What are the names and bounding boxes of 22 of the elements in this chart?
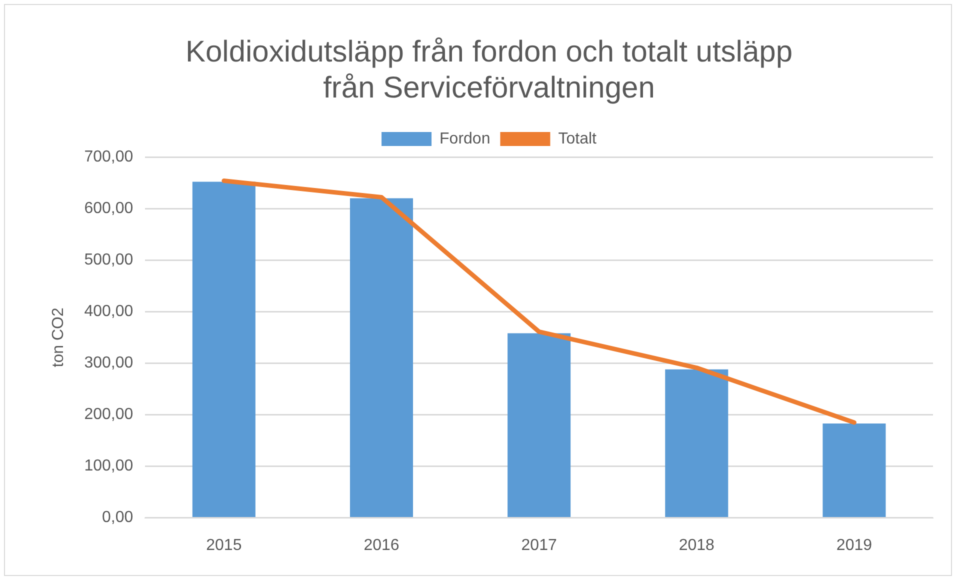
- y-axis-title: ton CO2: [50, 308, 68, 368]
- x-tick-label: 2016: [364, 536, 400, 554]
- y-tick-label: 700,00: [84, 148, 134, 166]
- x-tick-label: 2019: [836, 536, 872, 554]
- bar: [822, 423, 886, 518]
- x-tick-label: 2018: [678, 536, 715, 554]
- x-tick-label: 2015: [206, 536, 242, 554]
- legend-label: Fordon: [440, 130, 490, 148]
- bar: [350, 198, 414, 518]
- chart-title: Koldioxidutsläpp från fordon och totalt utsläpp från Serviceförvaltningen: [185, 35, 793, 104]
- y-tick-label: 600,00: [84, 200, 134, 217]
- y-tick-label: 400,00: [84, 303, 134, 320]
- y-tick-label: 100,00: [84, 458, 134, 475]
- y-tick-label: 500,00: [84, 251, 134, 268]
- x-tick-label: 2017: [521, 536, 557, 554]
- bar: [665, 369, 728, 518]
- y-tick-label: 300,00: [84, 354, 134, 372]
- bar: [192, 182, 256, 518]
- y-tick-label: 0,00: [102, 509, 134, 526]
- bar: [508, 333, 571, 518]
- legend-label: Totalt: [558, 130, 598, 148]
- y-tick-label: 200,00: [84, 406, 134, 424]
